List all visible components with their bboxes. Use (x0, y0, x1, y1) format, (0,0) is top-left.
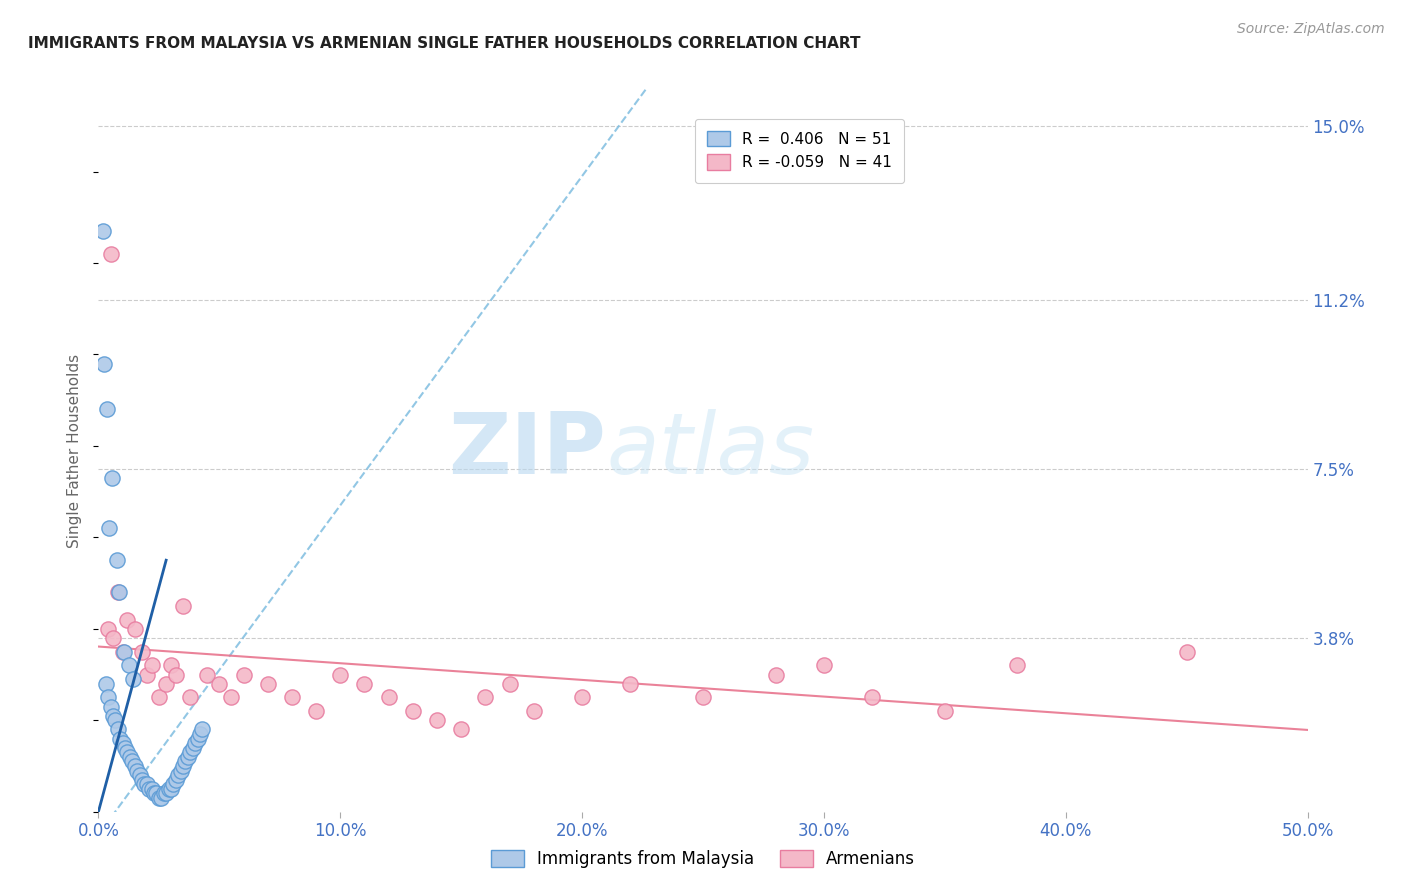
Text: ZIP: ZIP (449, 409, 606, 492)
Point (91, 224, 114, 238)
Point (474, 690, 496, 705)
Point (101, 631, 124, 645)
Point (160, 658, 183, 673)
Point (127, 764, 149, 778)
Point (165, 667, 187, 681)
Point (138, 781, 160, 796)
Legend: Immigrants from Malaysia, Armenians: Immigrants from Malaysia, Armenians (484, 843, 922, 875)
Point (97, 622, 120, 636)
Point (402, 704, 425, 718)
Point (160, 781, 183, 796)
Point (353, 676, 375, 690)
Point (111, 736, 134, 750)
Point (184, 736, 207, 750)
Point (208, 676, 231, 690)
Point (98, 521, 121, 535)
Point (108, 585, 131, 599)
Point (124, 622, 146, 636)
Point (450, 723, 472, 737)
Point (135, 667, 157, 681)
Point (221, 690, 243, 705)
Point (571, 690, 593, 705)
Point (104, 713, 127, 727)
Point (169, 764, 191, 778)
Point (118, 658, 141, 673)
Point (1007, 658, 1029, 673)
Point (117, 745, 139, 759)
Point (100, 247, 122, 261)
Point (172, 599, 194, 613)
Point (195, 667, 218, 681)
Point (117, 613, 139, 627)
Point (155, 786, 177, 800)
Point (329, 667, 352, 681)
Point (377, 690, 399, 705)
Point (860, 690, 883, 705)
Point (134, 777, 156, 791)
Point (143, 786, 166, 800)
Point (131, 645, 153, 659)
Point (152, 786, 174, 800)
Point (305, 704, 328, 718)
Point (256, 676, 278, 690)
Point (155, 676, 177, 690)
Point (150, 791, 173, 805)
Point (692, 690, 714, 705)
Text: IMMIGRANTS FROM MALAYSIA VS ARMENIAN SINGLE FATHER HOUSEHOLDS CORRELATION CHART: IMMIGRANTS FROM MALAYSIA VS ARMENIAN SIN… (28, 36, 860, 51)
Point (100, 471, 122, 485)
Point (128, 768, 150, 782)
Point (97, 690, 120, 705)
Point (188, 727, 211, 741)
Point (131, 772, 153, 787)
Point (148, 690, 170, 705)
Point (114, 740, 136, 755)
Legend: R =  0.406   N = 51, R = -0.059   N = 41: R = 0.406 N = 51, R = -0.059 N = 41 (695, 119, 904, 183)
Point (177, 749, 200, 764)
Point (1175, 645, 1198, 659)
Point (498, 676, 520, 690)
Point (281, 690, 304, 705)
Point (105, 553, 128, 567)
Point (167, 768, 190, 782)
Point (765, 667, 787, 681)
Point (100, 699, 122, 714)
Point (135, 777, 157, 791)
Y-axis label: Single Father Households: Single Father Households (67, 353, 83, 548)
Point (121, 755, 143, 769)
Point (145, 786, 167, 800)
Point (157, 781, 180, 796)
Point (141, 781, 163, 796)
Text: Source: ZipAtlas.com: Source: ZipAtlas.com (1237, 22, 1385, 37)
Point (148, 791, 170, 805)
Point (191, 723, 214, 737)
Point (179, 690, 201, 705)
Point (108, 731, 131, 746)
Point (96, 402, 118, 417)
Point (107, 585, 129, 599)
Point (162, 777, 184, 791)
Point (112, 645, 135, 659)
Point (813, 658, 835, 673)
Point (122, 672, 145, 686)
Point (111, 645, 134, 659)
Point (93, 357, 115, 371)
Point (179, 745, 201, 759)
Point (141, 658, 163, 673)
Point (187, 731, 209, 746)
Point (934, 704, 956, 718)
Point (172, 759, 194, 773)
Point (94, 676, 117, 690)
Point (107, 723, 129, 737)
Point (619, 676, 641, 690)
Point (101, 708, 124, 723)
Text: atlas: atlas (606, 409, 814, 492)
Point (232, 667, 254, 681)
Point (165, 772, 187, 787)
Point (174, 755, 197, 769)
Point (523, 704, 546, 718)
Point (426, 713, 449, 727)
Point (124, 759, 146, 773)
Point (181, 740, 204, 755)
Point (118, 749, 141, 764)
